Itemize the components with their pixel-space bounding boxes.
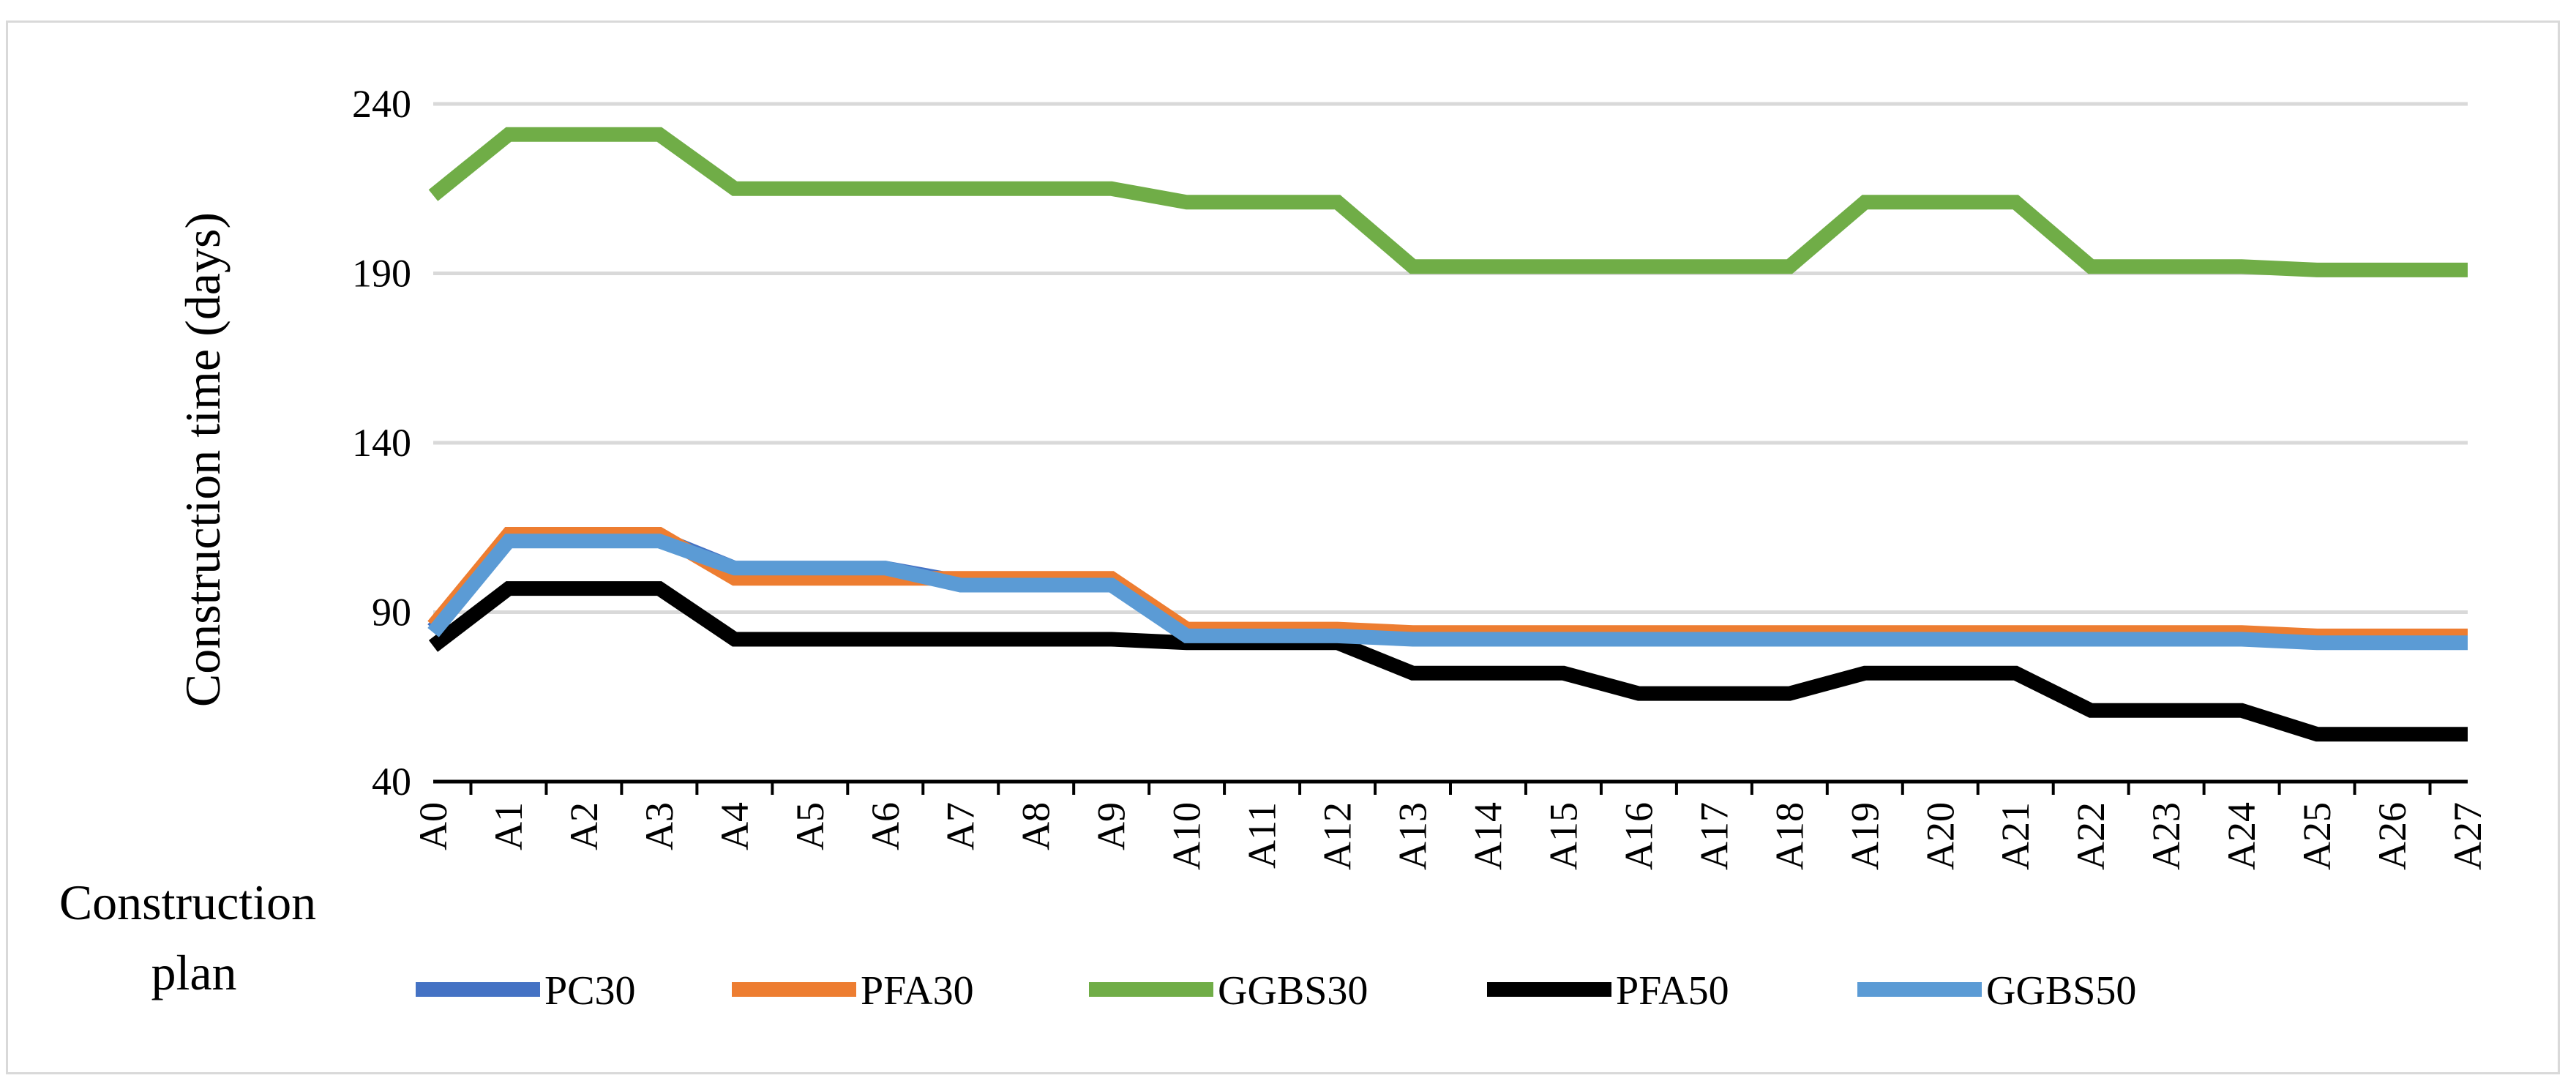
x-tick-label: A23: [2144, 802, 2188, 870]
x-tick-label: A0: [411, 802, 455, 850]
series-line-pfa30: [427, 527, 2468, 643]
x-tick-label: A2: [562, 802, 606, 850]
x-tick-label: A19: [1843, 802, 1887, 870]
x-tick-label: A24: [2220, 802, 2264, 870]
x-axis-title: Construction plan: [59, 875, 329, 1000]
legend-label-ggbs30: GGBS30: [1218, 968, 1368, 1014]
x-tick-label: A18: [1767, 802, 1811, 870]
x-tick-label: A11: [1240, 802, 1284, 869]
x-tick-label: A21: [1993, 802, 2037, 870]
y-tick-labels: 40 90 140 190 240: [352, 82, 411, 804]
y-tick-label: 40: [372, 760, 411, 804]
x-tick-label: A27: [2446, 802, 2490, 870]
x-tick-label: A4: [713, 802, 757, 850]
legend: PC30 PFA30 GGBS30 PFA50 GGBS50: [416, 968, 2136, 1014]
y-tick-label: 140: [352, 421, 411, 465]
grid-lines: [433, 102, 2468, 614]
legend-label-ggbs50: GGBS50: [1986, 968, 2136, 1014]
y-axis-title: Construction time (days): [175, 212, 231, 707]
series-line-pfa50: [428, 581, 2468, 742]
x-tick-label: A3: [637, 802, 681, 850]
x-tick-label: A20: [1918, 802, 1962, 870]
series-lines: [427, 127, 2468, 742]
x-tick-label: A26: [2370, 802, 2414, 870]
x-tick-label: A22: [2069, 802, 2113, 870]
x-tick-label: A25: [2295, 802, 2339, 870]
y-tick-label: 90: [372, 591, 411, 635]
legend-label-pc30: PC30: [544, 968, 636, 1014]
x-tick-label: A1: [487, 802, 531, 850]
y-tick-label: 240: [352, 82, 411, 126]
x-tick-label: A15: [1541, 802, 1585, 870]
x-tick-label: A9: [1090, 802, 1134, 850]
x-tick-label: A12: [1316, 802, 1360, 870]
series-line-pc30: [427, 530, 2468, 647]
x-tick-labels: A0 A1 A2 A3 A4 A5 A6 A7 A8 A9 A10 A11 A12 A13 A14 A15 A1…: [411, 802, 2490, 870]
x-tick-label: A13: [1391, 802, 1435, 870]
x-tick-label: A5: [788, 802, 832, 850]
x-tick-label: A14: [1466, 802, 1510, 870]
legend-label-pfa50: PFA50: [1616, 968, 1729, 1014]
x-tick-label: A8: [1014, 802, 1058, 850]
axes: [433, 779, 2468, 795]
x-tick-label: A16: [1617, 802, 1660, 870]
y-tick-label: 190: [352, 252, 411, 296]
x-tick-label: A7: [939, 802, 983, 850]
series-line-ggbs30: [428, 127, 2468, 277]
x-axis-title-line-1: Construction: [59, 875, 316, 930]
x-tick-label: A10: [1165, 802, 1209, 870]
legend-label-pfa30: PFA30: [861, 968, 974, 1014]
x-tick-label: A6: [864, 802, 907, 850]
x-axis-title-line-2: plan: [151, 945, 236, 1000]
x-tick-label: A17: [1692, 802, 1736, 870]
series-line-ggbs50: [427, 534, 2468, 651]
